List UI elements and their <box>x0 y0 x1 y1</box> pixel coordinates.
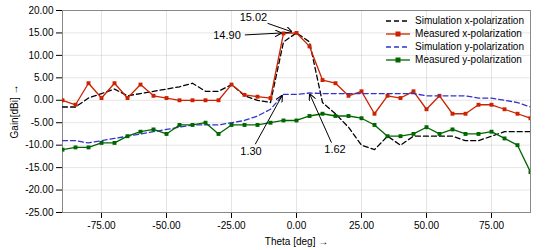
html-text:Measured y-polarization: Measured y-polarization <box>415 54 522 65</box>
svg-text:-25.00: -25.00 <box>25 207 54 218</box>
svg-text:15.02: 15.02 <box>240 11 268 23</box>
svg-text:0.00: 0.00 <box>34 94 54 105</box>
svg-text:-15.00: -15.00 <box>25 162 54 173</box>
svg-text:5.00: 5.00 <box>34 72 54 83</box>
svg-text:15.00: 15.00 <box>28 27 53 38</box>
svg-text:-10.00: -10.00 <box>25 139 54 150</box>
svg-text:14.90: 14.90 <box>213 29 241 41</box>
svg-text:25.00: 25.00 <box>349 220 374 231</box>
svg-text:-5.00: -5.00 <box>31 117 54 128</box>
svg-text:-50.00: -50.00 <box>152 220 181 231</box>
html-text:Simulation y-polarization: Simulation y-polarization <box>415 41 524 52</box>
svg-text:-25.00: -25.00 <box>217 220 246 231</box>
svg-text:10.00: 10.00 <box>28 50 53 61</box>
svg-text:75.00: 75.00 <box>479 220 504 231</box>
svg-text:0.00: 0.00 <box>287 220 307 231</box>
html-text:Measured x-polarization: Measured x-polarization <box>415 28 522 39</box>
svg-text:Gain[dBi] →: Gain[dBi] → <box>9 85 20 139</box>
svg-text:50.00: 50.00 <box>414 220 439 231</box>
svg-text:-20.00: -20.00 <box>25 184 54 195</box>
svg-text:1.30: 1.30 <box>240 145 261 157</box>
svg-text:Theta [deg] →: Theta [deg] → <box>265 236 328 247</box>
html-text:Simulation x-polarization: Simulation x-polarization <box>415 15 524 26</box>
svg-text:1.62: 1.62 <box>324 143 345 155</box>
svg-text:20.00: 20.00 <box>28 5 53 16</box>
svg-text:-75.00: -75.00 <box>87 220 116 231</box>
